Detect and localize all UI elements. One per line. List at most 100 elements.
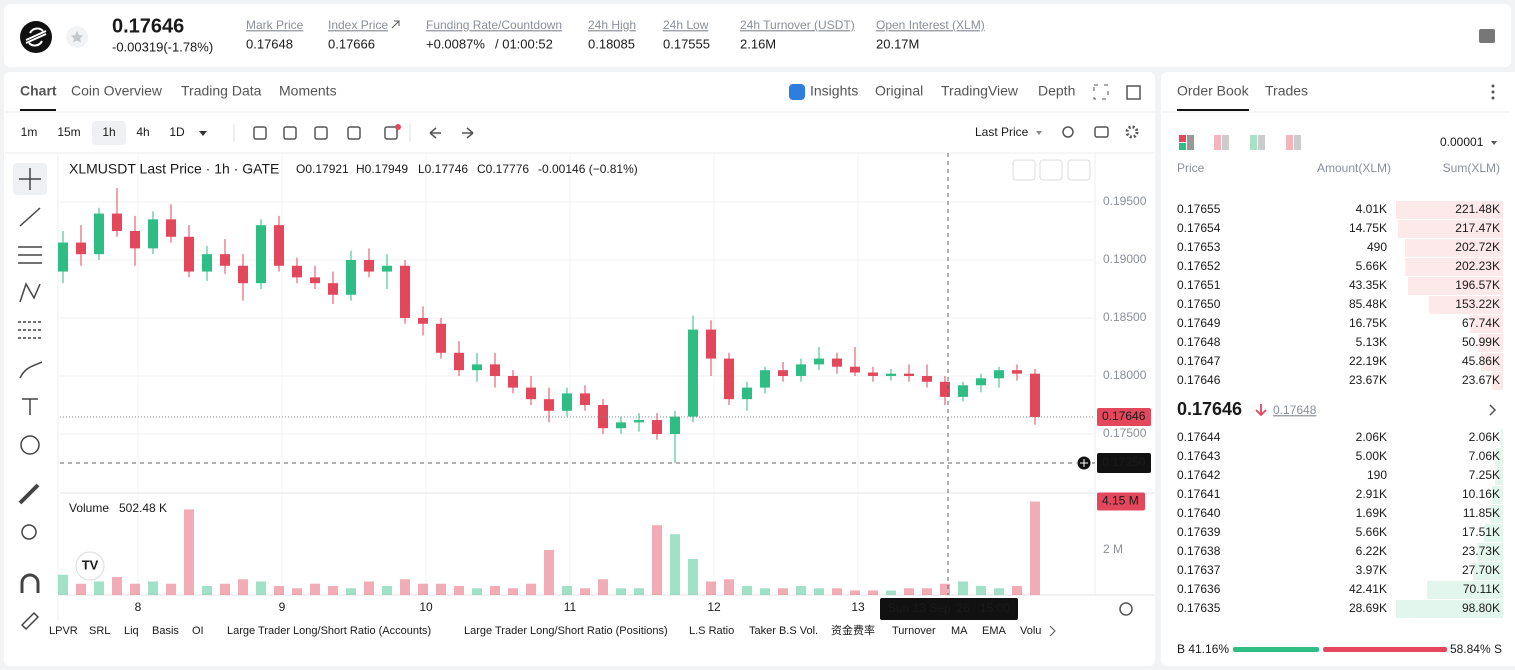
ob-sum: 27.70K: [1462, 563, 1500, 577]
ob-price[interactable]: 0.17651: [1177, 278, 1221, 292]
candle-type[interactable]: [253, 126, 267, 140]
ob-amount: 190: [1367, 468, 1387, 482]
chart-tab[interactable]: Coin Overview: [71, 83, 163, 99]
pattern-tool[interactable]: [19, 282, 41, 303]
indicator[interactable]: EMA: [982, 625, 1007, 637]
volume-bar: [652, 525, 662, 595]
camera-icon[interactable]: [1094, 126, 1109, 138]
ob-price[interactable]: 0.17649: [1177, 316, 1221, 330]
ob-price[interactable]: 0.17643: [1177, 449, 1221, 463]
indicator[interactable]: Large Trader Long/Short Ratio (Positions…: [464, 625, 668, 637]
indicator[interactable]: Taker B.S Vol.: [749, 625, 818, 637]
ob-price[interactable]: 0.17636: [1177, 582, 1221, 596]
ob-sum: 23.67K: [1462, 373, 1500, 387]
text-tool[interactable]: [22, 398, 38, 415]
templates-icon[interactable]: [347, 126, 361, 140]
stat-value: 0.18085: [588, 36, 635, 51]
chart-tab[interactable]: Trading Data: [181, 83, 262, 99]
line-tool[interactable]: [19, 207, 41, 227]
ob-price[interactable]: 0.17647: [1177, 354, 1221, 368]
ob-price[interactable]: 0.17644: [1177, 430, 1221, 444]
interval[interactable]: 1D: [169, 125, 185, 139]
layout-asks[interactable]: [1214, 135, 1221, 150]
ob-price[interactable]: 0.17642: [1177, 468, 1221, 482]
indicator[interactable]: Turnover: [892, 625, 936, 637]
indicator[interactable]: Large Trader Long/Short Ratio (Accounts): [227, 625, 431, 637]
fullscreen-button[interactable]: [1067, 159, 1091, 181]
ruler-tool[interactable]: [18, 483, 40, 505]
crosshair-tool[interactable]: [19, 168, 41, 190]
ob-price[interactable]: 0.17641: [1177, 487, 1221, 501]
chart-tab[interactable]: Chart: [20, 83, 57, 99]
indicator[interactable]: MA: [951, 625, 968, 637]
ob-price[interactable]: 0.17654: [1177, 221, 1221, 235]
ob-price[interactable]: 0.17638: [1177, 544, 1221, 558]
scroll-down-button[interactable]: [1012, 159, 1036, 181]
add-indicator[interactable]: [384, 126, 398, 140]
view-tab[interactable]: TradingView: [941, 83, 1019, 99]
emoji-tool[interactable]: [20, 435, 40, 455]
ob-price[interactable]: 0.17650: [1177, 297, 1221, 311]
ob-price[interactable]: 0.17639: [1177, 525, 1221, 539]
interval[interactable]: 15m: [57, 125, 80, 139]
ob-price[interactable]: 0.17640: [1177, 506, 1221, 520]
candle-body: [166, 219, 176, 237]
window-icon[interactable]: [1126, 85, 1141, 100]
notes-icon[interactable]: [1479, 29, 1495, 43]
cursor-time-tag: [880, 598, 1018, 620]
layout-bids[interactable]: [1250, 135, 1257, 150]
view-tab[interactable]: Depth: [1038, 83, 1075, 99]
replay-icon[interactable]: [314, 126, 328, 140]
volume-bar: [922, 588, 932, 595]
layout-alt[interactable]: [1286, 135, 1293, 150]
interval[interactable]: 1h: [102, 125, 115, 139]
indicator[interactable]: L.S Ratio: [689, 625, 734, 637]
settings-icon[interactable]: [1125, 125, 1139, 139]
magnet-tool[interactable]: [20, 573, 40, 593]
zoom-tool[interactable]: [21, 524, 37, 540]
indicator[interactable]: OI: [192, 625, 204, 637]
cursor-date: Sun 13 Sep '26: [888, 601, 970, 615]
ob-price[interactable]: 0.17648: [1177, 335, 1221, 349]
ob-price[interactable]: 0.17655: [1177, 202, 1221, 216]
search-icon[interactable]: [1062, 126, 1074, 138]
ob-price[interactable]: 0.17635: [1177, 601, 1221, 615]
expand-icon[interactable]: [1093, 84, 1109, 100]
indicator[interactable]: Basis: [152, 625, 179, 637]
fib-tool[interactable]: [18, 321, 42, 339]
price-type[interactable]: Last Price: [975, 125, 1029, 139]
channel-tool[interactable]: [18, 246, 42, 264]
collapse-button[interactable]: [1039, 159, 1063, 181]
axis-settings[interactable]: [1119, 602, 1133, 616]
indicators-icon[interactable]: [283, 126, 297, 140]
depth-bar: [1428, 296, 1503, 314]
view-tab[interactable]: Insights: [810, 83, 858, 99]
layout-both[interactable]: [1179, 135, 1186, 142]
indicator[interactable]: SRL: [89, 625, 110, 637]
ob-price[interactable]: 0.17652: [1177, 259, 1221, 273]
ob-amount: 1.69K: [1356, 506, 1387, 520]
more-arrow[interactable]: [1489, 404, 1497, 416]
menu-icon[interactable]: [1491, 84, 1495, 88]
interval[interactable]: 4h: [136, 125, 149, 139]
indicator[interactable]: LPVR: [49, 625, 78, 637]
ob-sum: 11.85K: [1463, 506, 1500, 520]
ob-price[interactable]: 0.17637: [1177, 563, 1221, 577]
indicator[interactable]: 资金费率: [831, 623, 875, 637]
redo-icon[interactable]: [462, 127, 474, 139]
scroll-right[interactable]: [1049, 625, 1056, 637]
ob-tab[interactable]: Trades: [1265, 83, 1308, 99]
precision[interactable]: 0.00001: [1440, 135, 1484, 149]
pen-tool[interactable]: [20, 611, 40, 631]
interval[interactable]: 1m: [21, 125, 38, 139]
brush-tool[interactable]: [19, 361, 43, 379]
ob-price[interactable]: 0.17653: [1177, 240, 1221, 254]
indicator[interactable]: Volu: [1020, 625, 1041, 637]
undo-icon[interactable]: [429, 127, 441, 139]
layout-bids: [1258, 135, 1265, 150]
ob-tab[interactable]: Order Book: [1177, 83, 1250, 99]
ob-price[interactable]: 0.17646: [1177, 373, 1221, 387]
view-tab[interactable]: Original: [875, 83, 923, 99]
chart-tab[interactable]: Moments: [279, 83, 337, 99]
indicator[interactable]: Liq: [124, 625, 139, 637]
